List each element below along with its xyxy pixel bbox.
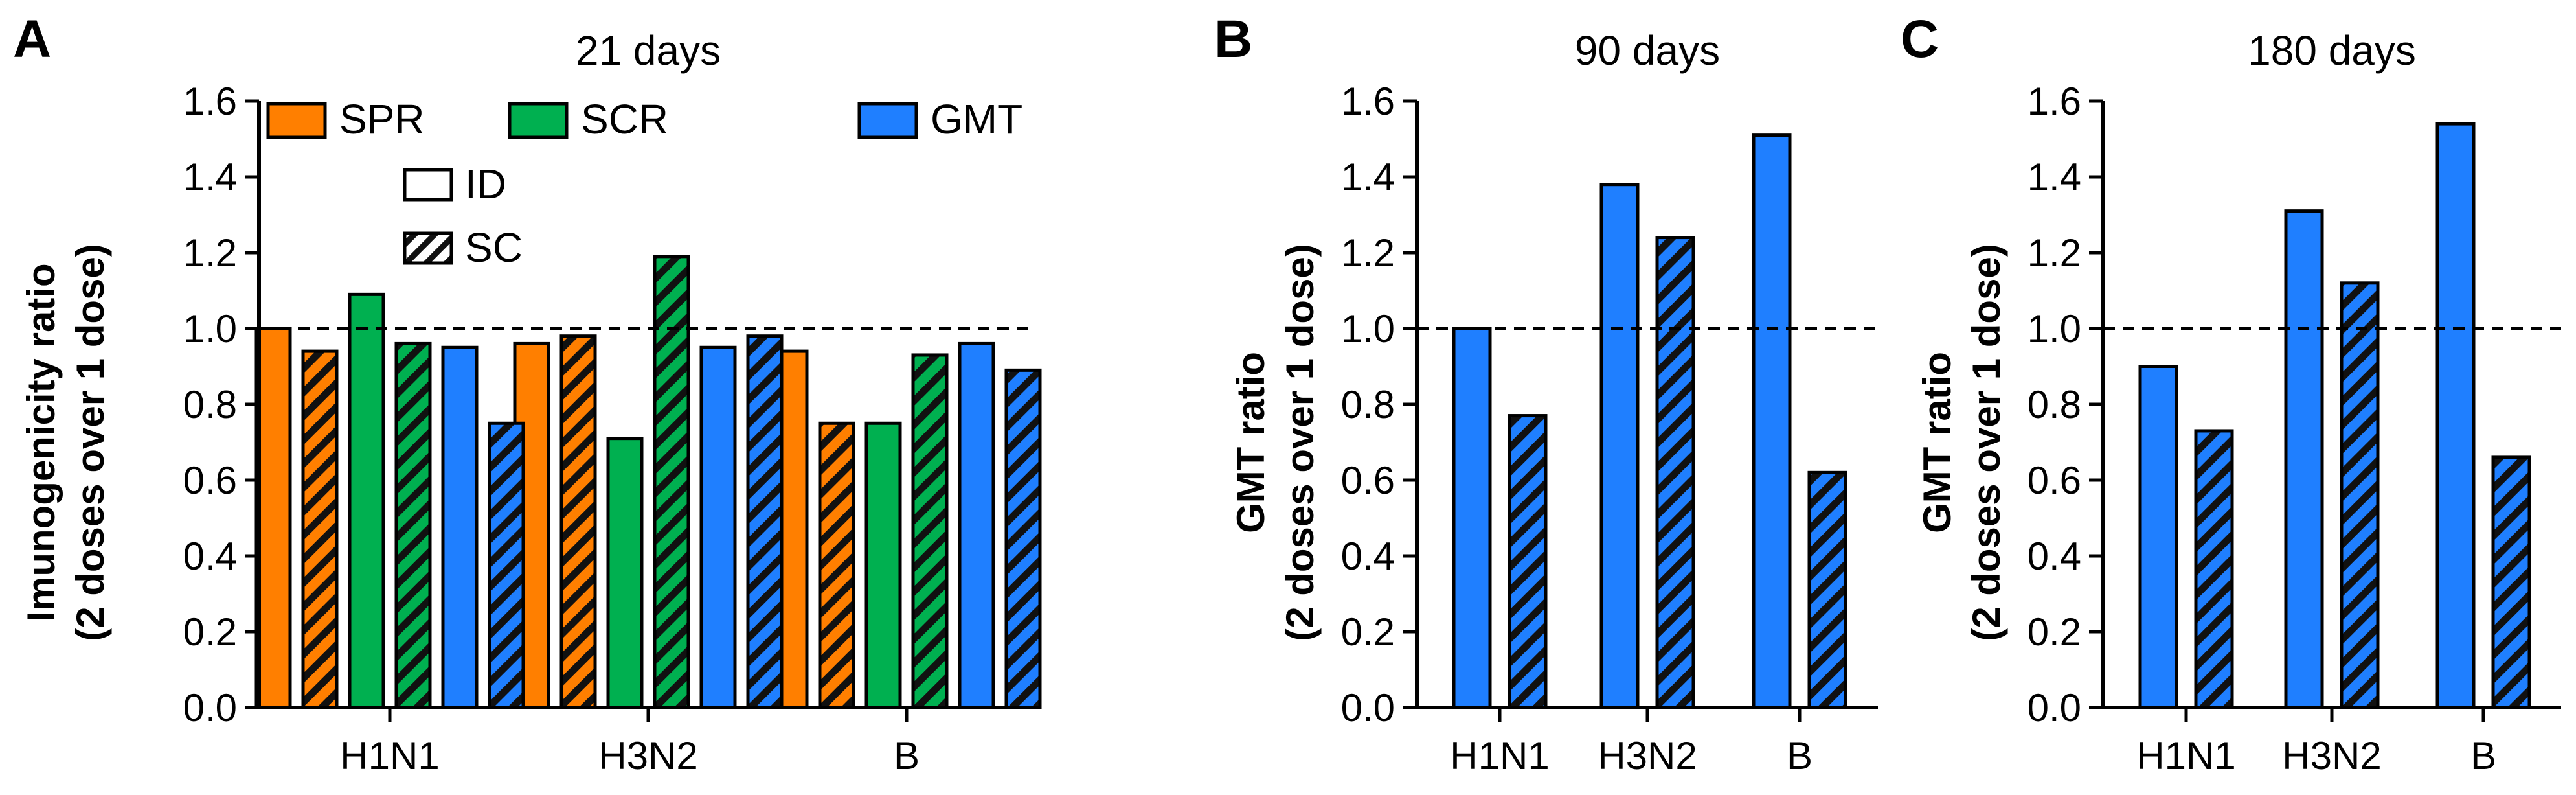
bar-gmt-id-h3n2 [2284, 209, 2324, 709]
y-tick-label: 1.2 [183, 231, 237, 275]
x-category-label: H1N1 [340, 734, 439, 778]
panel-b-ylabel-line2: (2 doses over 1 dose) [1278, 244, 1322, 641]
x-category-label: B [1787, 734, 1813, 778]
panel-a-title: 21 days [576, 27, 721, 74]
panel-a-ylabel-line2: (2 doses over 1 dose) [69, 244, 112, 641]
legend-label-spr: SPR [339, 96, 425, 143]
x-category-label: B [2470, 734, 2496, 778]
legend-swatch-scr [508, 102, 569, 139]
panel-c: C 180 days GMT ratio (2 doses over 1 dos… [1901, 10, 2561, 778]
x-category-label: H3N2 [598, 734, 697, 778]
legend-swatch-gmt [857, 102, 918, 139]
bar-spr-sc-h3n2 [559, 334, 597, 709]
y-tick-label: 1.2 [1341, 231, 1395, 275]
panel-b-plot-area: 0.0 0.2 0.4 0.6 0.8 1.0 1.2 1.4 1.6 H1N1 H3N2 B [1341, 80, 1878, 778]
bar-gmt-sc-b [1807, 470, 1847, 709]
bar-gmt-id-h1n1 [441, 345, 479, 709]
y-tick-label: 0.2 [1341, 610, 1395, 654]
y-tick-label: 1.6 [2028, 80, 2081, 123]
legend-swatch-id [403, 168, 453, 202]
y-tick-label: 1.4 [2028, 156, 2081, 199]
bar-gmt-sc-h3n2 [746, 334, 784, 709]
y-tick-label: 0.2 [183, 610, 237, 654]
bar-gmt-id-h1n1 [1452, 327, 1492, 709]
x-category-label: H3N2 [1598, 734, 1697, 778]
y-tick-label: 0.8 [1341, 383, 1395, 426]
bar-scr-sc-h1n1 [394, 341, 432, 709]
y-tick-label: 0.0 [1341, 686, 1395, 730]
bar-scr-sc-h3n2 [653, 255, 690, 709]
y-tick-label: 1.6 [183, 80, 237, 123]
bar-spr-sc-h1n1 [301, 349, 339, 709]
x-category-label: H1N1 [1450, 734, 1549, 778]
bar-scr-sc-b [911, 353, 949, 709]
y-tick-label: 0.4 [183, 535, 237, 578]
bar-gmt-id-b [2435, 122, 2476, 709]
y-tick-label: 0.0 [183, 686, 237, 730]
y-tick-label: 1.2 [2028, 231, 2081, 275]
y-tick-label: 0.2 [2028, 610, 2081, 654]
panel-a-letter: A [13, 10, 51, 69]
legend-label-id: ID [465, 161, 506, 207]
panel-b-letter: B [1214, 10, 1252, 69]
y-tick-label: 0.8 [2028, 383, 2081, 426]
x-category-label: H1N1 [2136, 734, 2235, 778]
panel-a-ylabel-line1: Imunogenicity ratio [19, 263, 63, 621]
bar-gmt-sc-b [2491, 455, 2531, 709]
bar-spr-id-h1n1 [254, 327, 292, 709]
y-tick-label: 0.6 [1341, 459, 1395, 502]
y-tick-label: 1.0 [2028, 307, 2081, 351]
bar-gmt-sc-h3n2 [1655, 236, 1695, 709]
bar-scr-id-h1n1 [348, 292, 385, 709]
legend: SPR SCR GMT ID SC [266, 96, 1022, 271]
bar-gmt-sc-h1n1 [1508, 414, 1548, 709]
y-tick-label: 1.4 [183, 156, 237, 199]
y-tick-label: 0.4 [2028, 535, 2081, 578]
legend-label-sc: SC [465, 224, 523, 271]
panel-c-plot-area: 0.0 0.2 0.4 0.6 0.8 1.0 1.2 1.4 1.6 H1N1 H3N2 B [2028, 80, 2561, 778]
y-tick-label: 0.6 [183, 459, 237, 502]
y-tick-label: 1.0 [1341, 307, 1395, 351]
bar-gmt-id-h3n2 [1599, 183, 1640, 709]
y-tick-label: 1.6 [1341, 80, 1395, 123]
bar-gmt-sc-h1n1 [488, 421, 525, 709]
x-category-label: B [894, 734, 920, 778]
bar-gmt-sc-h3n2 [2340, 281, 2380, 709]
bar-scr-id-b [864, 421, 902, 709]
panel-c-ylabel-line2: (2 doses over 1 dose) [1965, 244, 2008, 641]
legend-label-scr: SCR [581, 96, 668, 143]
legend-swatch-sc [403, 231, 453, 265]
panel-b-ylabel-line1: GMT ratio [1229, 352, 1272, 533]
panel-a-plot-area: 0.0 0.2 0.4 0.6 0.8 1.0 1.2 1.4 1.6 H1N1 H3N2 B [183, 80, 1042, 778]
y-tick-label: 0.0 [2028, 686, 2081, 730]
bar-gmt-id-b [1752, 133, 1792, 709]
y-tick-label: 0.6 [2028, 459, 2081, 502]
panel-b: B 90 days GMT ratio (2 doses over 1 dose… [1214, 10, 1878, 778]
y-tick-label: 1.4 [1341, 156, 1395, 199]
panel-b-title: 90 days [1575, 27, 1720, 74]
panel-a: A 21 days Imunogenicity ratio (2 doses o… [13, 10, 1042, 778]
bar-scr-id-h3n2 [606, 437, 644, 709]
y-tick-label: 0.8 [183, 383, 237, 426]
x-category-label: H3N2 [2282, 734, 2381, 778]
bar-gmt-sc-b [1004, 368, 1042, 709]
panel-c-title: 180 days [2248, 27, 2416, 74]
bar-gmt-sc-h1n1 [2194, 429, 2234, 709]
bar-spr-sc-b [818, 421, 855, 709]
legend-swatch-spr [266, 102, 327, 139]
y-tick-label: 1.0 [183, 307, 237, 351]
y-tick-label: 0.4 [1341, 535, 1395, 578]
panel-c-letter: C [1901, 10, 1939, 69]
bar-gmt-id-h3n2 [699, 345, 737, 709]
panel-c-ylabel-line1: GMT ratio [1915, 352, 1959, 533]
bar-gmt-id-b [958, 341, 995, 709]
legend-label-gmt: GMT [931, 96, 1022, 143]
bar-gmt-id-h1n1 [2138, 365, 2178, 709]
